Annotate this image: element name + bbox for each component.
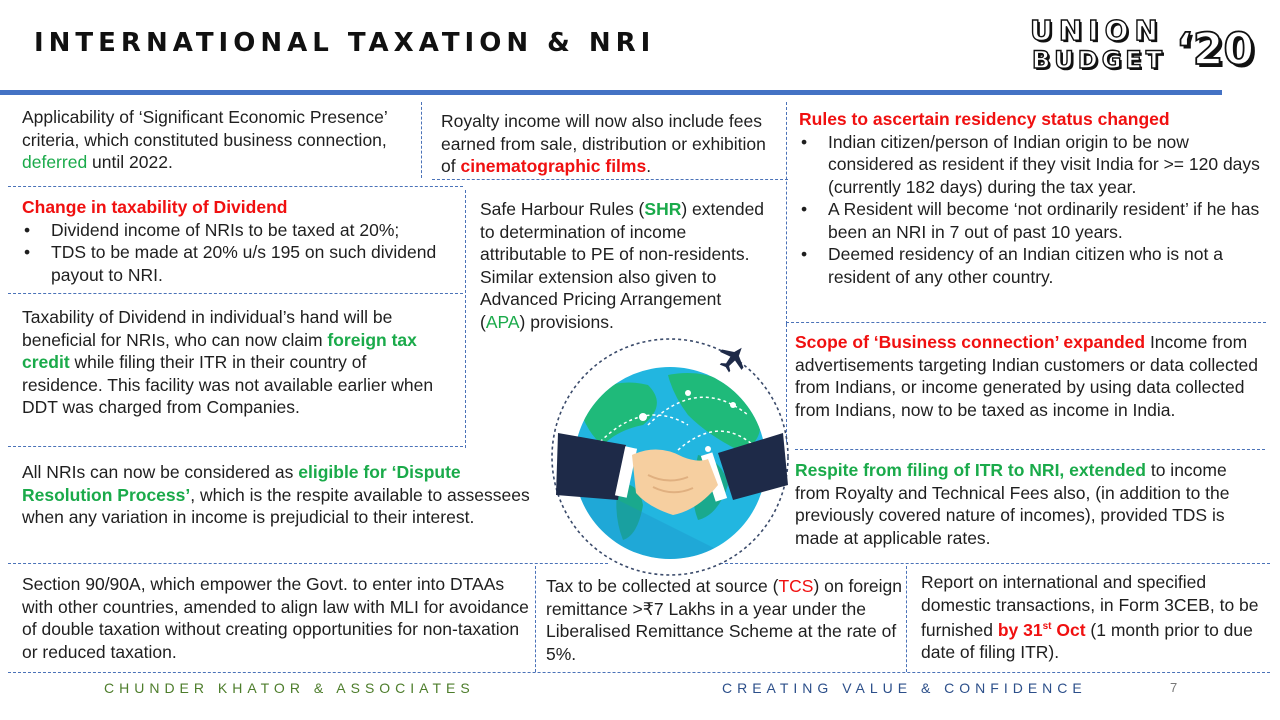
list-item: Dividend income of NRIs to be taxed at 2…: [22, 219, 462, 242]
block-dispute-resolution: All NRIs can now be considered as eligib…: [22, 462, 530, 527]
itr-heading: Respite from filing of ITR to NRI, exten…: [795, 460, 1146, 480]
highlight-apa: APA: [485, 311, 520, 332]
block-significant-economic-presence: Applicability of ‘Significant Economic P…: [22, 107, 388, 172]
logo-line1: UNION: [1029, 13, 1164, 47]
logo-year: ‘20: [1175, 23, 1255, 76]
divider: [906, 566, 907, 672]
list-item: TDS to be made at 20% u/s 195 on such di…: [22, 241, 462, 286]
footer-company-name: CHUNDER KHATOR & ASSOCIATES: [104, 680, 475, 696]
dividend-heading: Change in taxability of Dividend: [22, 197, 288, 217]
block-safe-harbour-rules: Safe Harbour Rules (SHR) extended to det…: [480, 199, 765, 332]
divider: [8, 446, 463, 447]
highlight-cinematographic-films: cinematographic films: [460, 156, 647, 176]
highlight-foreign-tax-credit: foreign tax credit: [22, 329, 417, 373]
divider: [8, 293, 463, 294]
divider: [720, 563, 1270, 564]
block-tcs: Tax to be collected at source (TCS) on f…: [546, 576, 903, 664]
divider: [795, 449, 1265, 450]
highlight-deadline: by 31st Oct: [997, 619, 1086, 640]
block-residency-rules: Rules to ascertain residency status chan…: [799, 108, 1269, 288]
dividend-bullets: Dividend income of NRIs to be taxed at 2…: [22, 219, 462, 287]
list-item: Indian citizen/person of Indian origin t…: [799, 131, 1269, 199]
list-item: A Resident will become ‘not ordinarily r…: [799, 198, 1269, 243]
page-title: INTERNATIONAL TAXATION & NRI: [34, 28, 656, 58]
globe-handshake-airplane-icon: [548, 335, 793, 580]
highlight-deferred: deferred: [22, 152, 88, 172]
union-budget-logo: UNION BUDGET ‘20: [1029, 13, 1270, 78]
block-itr-respite: Respite from filing of ITR to NRI, exten…: [795, 460, 1230, 548]
block-dividend-taxability: Change in taxability of Dividend Dividen…: [22, 196, 462, 286]
header-divider: [0, 90, 1222, 95]
page-number: 7: [1170, 680, 1178, 695]
divider: [465, 190, 466, 448]
highlight-dispute-resolution: eligible for ‘Dispute Resolution Process…: [22, 462, 461, 505]
divider: [432, 179, 788, 180]
divider: [8, 672, 1270, 673]
footer-tagline: CREATING VALUE & CONFIDENCE: [722, 680, 1087, 696]
residency-heading: Rules to ascertain residency status chan…: [799, 109, 1170, 129]
divider: [786, 102, 787, 324]
logo-line2: BUDGET: [1031, 45, 1167, 74]
block-form-3ceb: Report on international and specified do…: [921, 572, 1259, 663]
block-business-connection: Scope of ‘Business connection’ expanded …: [795, 332, 1259, 420]
divider: [535, 566, 536, 672]
list-item: Deemed residency of an Indian citizen wh…: [799, 243, 1269, 288]
divider: [8, 563, 608, 564]
divider: [786, 324, 787, 442]
highlight-shr: SHR: [644, 199, 682, 219]
divider: [786, 322, 1266, 323]
business-connection-heading: Scope of ‘Business connection’ expanded: [795, 332, 1146, 352]
block-foreign-tax-credit: Taxability of Dividend in individual’s h…: [22, 307, 434, 417]
divider: [8, 186, 463, 187]
block-royalty-income: Royalty income will now also include fee…: [441, 111, 766, 176]
divider: [421, 102, 422, 178]
block-dtaa-section-90: Section 90/90A, which empower the Govt. …: [22, 574, 529, 662]
highlight-tcs: TCS: [778, 576, 814, 596]
residency-bullets: Indian citizen/person of Indian origin t…: [799, 131, 1269, 289]
